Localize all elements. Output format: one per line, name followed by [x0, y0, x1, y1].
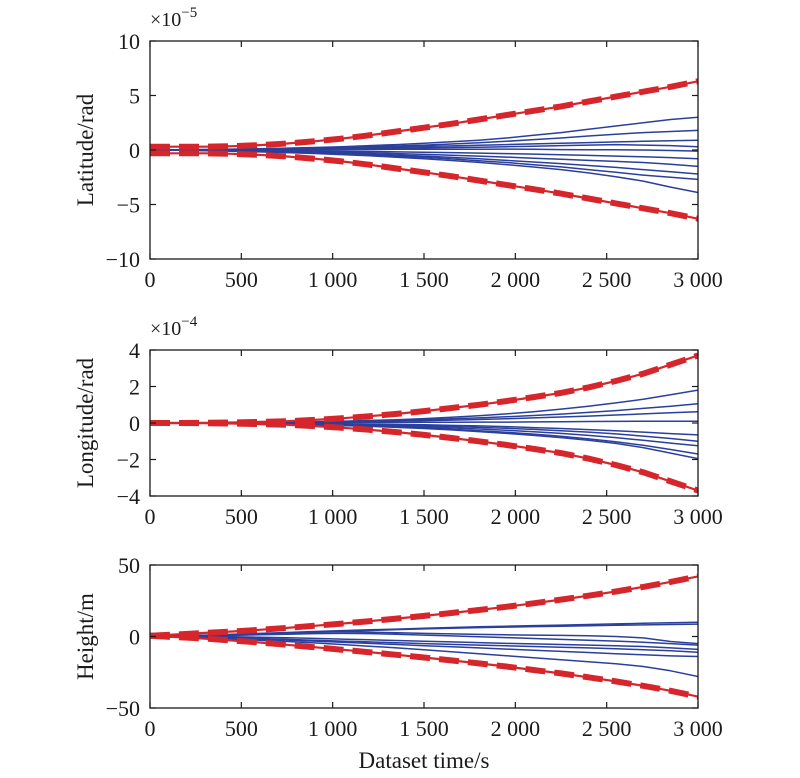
latitude-x-tick-label: 2 500 — [582, 267, 632, 292]
height-x-tick-label: 3 000 — [673, 716, 723, 741]
height-x-tick-label: 1 000 — [308, 716, 358, 741]
height-bound-dash-1 — [150, 573, 698, 639]
height-bound-line-1 — [150, 575, 698, 637]
height-x-tick-label: 2 500 — [582, 716, 632, 741]
height-y-tick-label: 50 — [118, 553, 140, 578]
longitude-x-tick-label: 2 500 — [582, 504, 632, 529]
latitude-plot-area — [150, 78, 698, 222]
latitude-x-tick-label: 3 000 — [673, 267, 723, 292]
latitude-panel: 0 500 1 000 1 500 2 000 2 500 3 000 10 5 0 −5 −10 La… — [73, 5, 723, 292]
latitude-bound-dash-2 — [150, 150, 698, 222]
height-y-tick-label: 0 — [129, 625, 140, 650]
longitude-y-tick-label: 4 — [129, 338, 140, 363]
longitude-y-tick-label: −2 — [117, 448, 140, 473]
latitude-bound-dash-1 — [150, 78, 698, 150]
longitude-x-tick-label: 2 000 — [491, 504, 541, 529]
height-plot-area — [150, 573, 698, 700]
height-x-tick-label: 0 — [145, 716, 156, 741]
longitude-x-tick-label: 0 — [145, 504, 156, 529]
height-series-line-5 — [150, 635, 698, 651]
latitude-bound-line-1 — [150, 80, 698, 148]
longitude-y-tick-label: −4 — [117, 484, 140, 509]
latitude-y-tick-label: 5 — [129, 84, 140, 109]
longitude-x-tick-label: 500 — [225, 504, 258, 529]
height-x-tick-label: 500 — [225, 716, 258, 741]
latitude-y-tick-label: −10 — [106, 247, 140, 272]
latitude-y-tick-label: −5 — [117, 193, 140, 218]
height-y-tick-label: −50 — [106, 696, 140, 721]
height-x-tick-label: 2 000 — [491, 716, 541, 741]
latitude-y-axis-label: Latitude/rad — [73, 93, 98, 206]
latitude-exponent-label: ×10−5 — [150, 5, 197, 31]
longitude-exponent-label: ×10−4 — [150, 314, 198, 340]
longitude-x-tick-label: 3 000 — [673, 504, 723, 529]
longitude-panel: 0 500 1 000 1 500 2 000 2 500 3 000 4 2 0 −2 −4 Long… — [73, 314, 723, 529]
latitude-bound-line-2 — [150, 152, 698, 220]
height-bound-dash-2 — [150, 632, 698, 700]
longitude-series-line-1 — [150, 389, 698, 424]
latitude-x-tick-label: 1 000 — [308, 267, 358, 292]
longitude-y-tick-label: 2 — [129, 375, 140, 400]
longitude-plot-area — [150, 352, 698, 494]
height-x-tick-label: 1 500 — [399, 716, 449, 741]
latitude-x-tick-label: 0 — [145, 267, 156, 292]
longitude-x-tick-label: 1 500 — [399, 504, 449, 529]
height-bound-line-2 — [150, 634, 698, 698]
longitude-x-tick-label: 1 000 — [308, 504, 358, 529]
latitude-y-tick-label: 0 — [129, 138, 140, 163]
longitude-series-line-9 — [150, 422, 698, 460]
longitude-bound-dash-2 — [150, 420, 698, 494]
longitude-bound-dash-1 — [150, 352, 698, 426]
latitude-x-tick-label: 500 — [225, 267, 258, 292]
latitude-y-tick-label: 10 — [118, 29, 140, 54]
longitude-series-line-8 — [150, 422, 698, 455]
longitude-y-tick-label: 0 — [129, 411, 140, 436]
latitude-x-tick-label: 1 500 — [399, 267, 449, 292]
height-series-line-4 — [150, 632, 698, 646]
height-panel: 0 500 1 000 1 500 2 000 2 500 3 000500−50Heigh… — [73, 553, 723, 741]
x-axis-label: Dataset time/s — [359, 748, 490, 773]
longitude-y-axis-label: Longitude/rad — [73, 357, 98, 488]
height-y-axis-label: Height/m — [73, 593, 98, 680]
latitude-x-tick-label: 2 000 — [491, 267, 541, 292]
